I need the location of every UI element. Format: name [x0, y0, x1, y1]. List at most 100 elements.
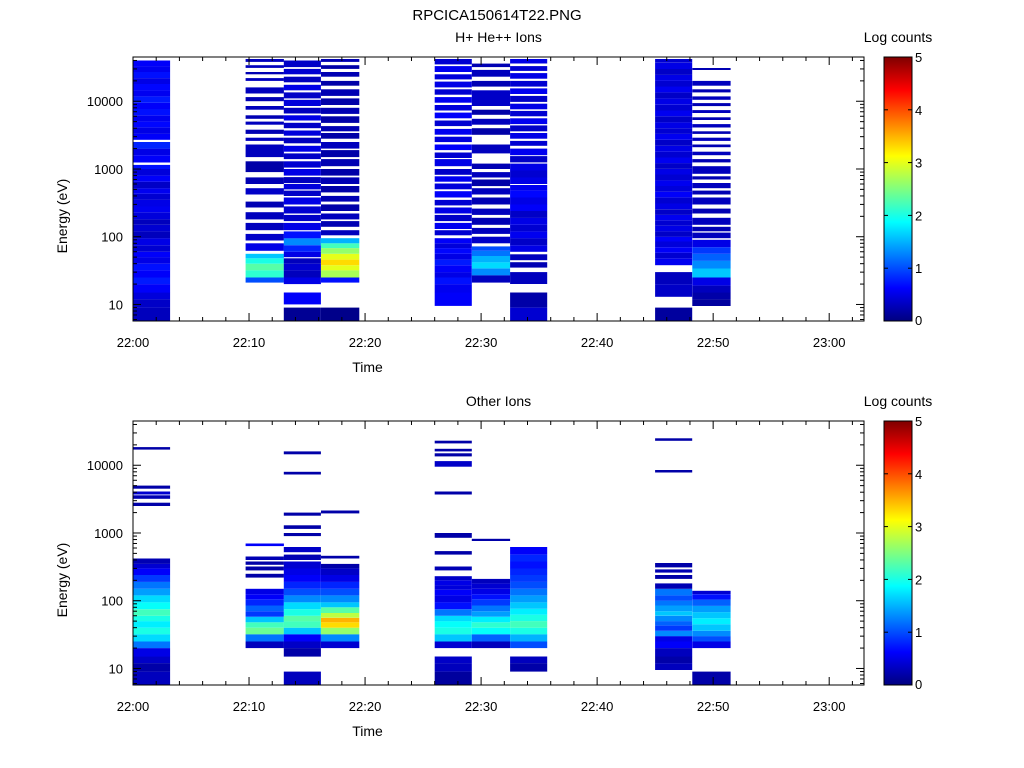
heatmap-cell — [133, 485, 171, 489]
heatmap-cell — [434, 222, 472, 229]
heatmap-cell — [434, 589, 472, 596]
heatmap-cell — [471, 80, 511, 87]
heatmap-cell — [655, 663, 693, 670]
heatmap-cell — [321, 612, 360, 618]
heatmap-cell — [133, 219, 171, 225]
heatmap-cell — [283, 197, 321, 205]
heatmap-cell — [283, 621, 321, 628]
heatmap-cell — [655, 252, 693, 259]
heatmap-cell — [471, 634, 511, 642]
heatmap-cell — [321, 641, 360, 649]
heatmap-cell — [434, 81, 472, 88]
heatmap-cell — [283, 222, 321, 231]
colorbar-tick-label: 5 — [915, 50, 922, 65]
heatmap-cell — [510, 211, 548, 218]
heatmap-cell — [655, 636, 693, 642]
heatmap-cell — [510, 95, 548, 102]
heatmap-cell — [510, 656, 548, 664]
heatmap-cell — [283, 153, 321, 160]
heatmap-cell — [434, 671, 472, 685]
heatmap-cell — [283, 277, 321, 285]
heatmap-cell — [655, 92, 693, 99]
heatmap-cell — [245, 258, 284, 264]
heatmap-cell — [283, 177, 321, 184]
x-tick-label: 22:20 — [349, 699, 382, 714]
heatmap-cell — [692, 253, 731, 261]
heatmap-cell — [283, 451, 321, 455]
heatmap-cell — [434, 207, 472, 214]
heatmap-cell — [692, 124, 731, 128]
heatmap-cell — [245, 566, 284, 571]
colorbar-tick-label: 0 — [915, 313, 922, 328]
heatmap-cell — [283, 251, 321, 258]
heatmap-cell — [655, 231, 693, 237]
y-tick-label: 10 — [109, 297, 123, 312]
heatmap-cell — [321, 230, 360, 236]
heatmap-cell — [283, 214, 321, 222]
heatmap-cell — [133, 502, 171, 506]
heatmap-cell — [692, 110, 731, 113]
heatmap-cell — [510, 634, 548, 642]
heatmap-cell — [434, 183, 472, 190]
heatmap-cell — [321, 277, 360, 283]
heatmap-cell — [471, 616, 511, 623]
heatmap-cell — [321, 627, 360, 635]
heatmap-cell — [692, 239, 731, 248]
heatmap-cell — [434, 595, 472, 603]
heatmap-cell — [321, 595, 360, 603]
heatmap-cell — [655, 641, 693, 649]
x-tick-label: 22:10 — [233, 699, 266, 714]
heatmap-cell — [133, 627, 171, 635]
heatmap-cell — [321, 169, 360, 176]
heatmap-cell — [692, 605, 731, 613]
y-tick-label: 10000 — [87, 458, 123, 473]
y-axis-label: Energy (eV) — [54, 543, 70, 618]
heatmap-cell — [510, 663, 548, 672]
heatmap-cell — [510, 118, 548, 125]
heatmap-cell — [655, 569, 693, 573]
heatmap-cell — [321, 126, 360, 132]
heatmap-cell — [245, 605, 284, 612]
page-title: RPCICA150614T22.PNG — [412, 7, 581, 24]
heatmap-cell — [434, 461, 472, 467]
heatmap-cell — [133, 563, 171, 569]
x-tick-label: 22:10 — [233, 335, 266, 350]
heatmap-cell — [245, 588, 284, 595]
heatmap-cell — [133, 575, 171, 582]
heatmap-cell — [655, 191, 693, 198]
heatmap-cell — [283, 547, 321, 553]
heatmap-cell — [510, 224, 548, 232]
heatmap-cell — [133, 245, 171, 252]
heatmap-cell — [283, 68, 321, 75]
heatmap-cell — [133, 568, 171, 575]
heatmap-cell — [655, 247, 693, 253]
heatmap-cell — [692, 117, 731, 120]
heatmap-cell — [245, 137, 284, 141]
heatmap-cell — [655, 258, 693, 266]
heatmap-cell — [510, 231, 548, 239]
heatmap-cell — [245, 627, 284, 635]
heatmap-cell — [283, 609, 321, 616]
heatmap-cell — [471, 641, 511, 649]
heatmap-cell — [283, 512, 321, 516]
heatmap-cell — [434, 230, 472, 236]
heatmap-cell — [245, 561, 284, 565]
colorbar-tick-label: 2 — [915, 572, 922, 587]
heatmap-cell — [283, 137, 321, 144]
heatmap-cell — [655, 470, 693, 473]
heatmap-cell — [245, 212, 284, 220]
heatmap-cell — [471, 578, 511, 584]
heatmap-cell — [655, 169, 693, 175]
heatmap-cell — [655, 615, 693, 622]
heatmap-cell — [510, 217, 548, 225]
heatmap-cell — [655, 133, 693, 140]
heatmap-cell — [321, 65, 360, 69]
heatmap-cell — [133, 588, 171, 596]
heatmap-cell — [283, 575, 321, 582]
heatmap-cell — [510, 185, 548, 191]
heatmap-cell — [655, 122, 693, 129]
heatmap-cell — [434, 602, 472, 610]
heatmap-cell — [434, 453, 472, 457]
heatmap-cell — [471, 583, 511, 589]
heatmap-cell — [655, 214, 693, 221]
